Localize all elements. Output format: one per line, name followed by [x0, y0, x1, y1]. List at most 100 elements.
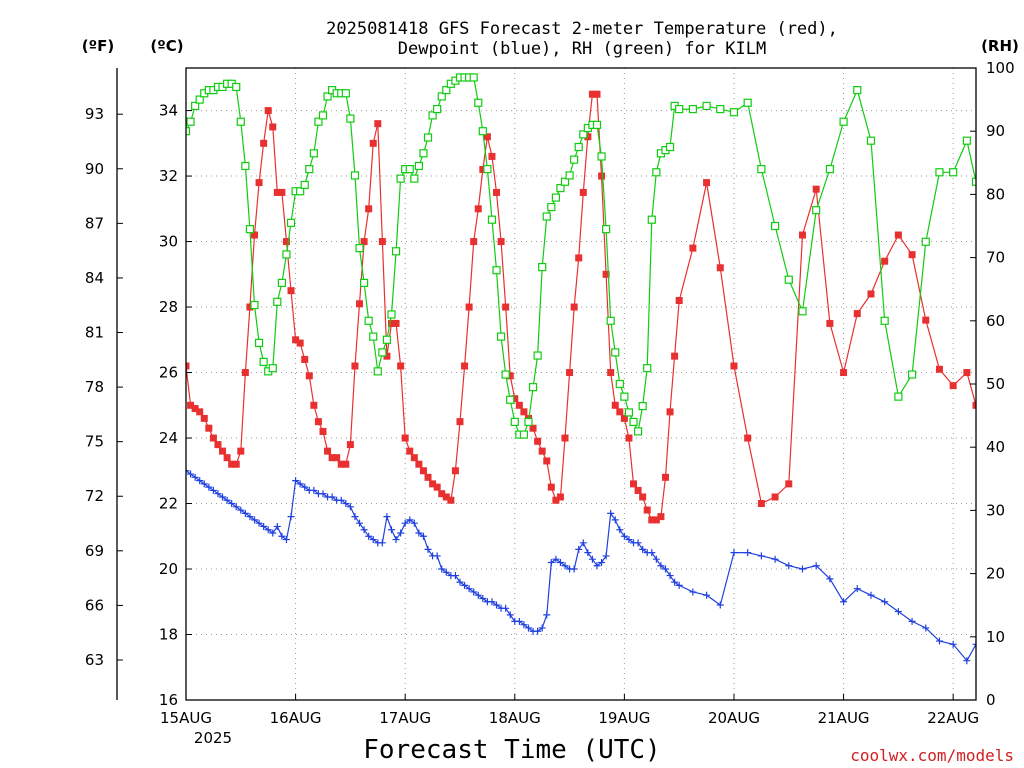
data-point — [451, 572, 459, 580]
data-point — [853, 86, 862, 95]
data-point — [506, 611, 514, 619]
data-point — [840, 369, 848, 377]
data-point — [451, 467, 459, 475]
data-point — [606, 316, 615, 325]
data-point — [771, 555, 779, 563]
data-point — [442, 568, 450, 576]
data-point — [643, 506, 651, 514]
data-point — [616, 408, 624, 416]
data-point — [921, 237, 930, 246]
fahrenheit-tick-label: 72 — [85, 487, 104, 505]
data-point — [602, 225, 611, 234]
data-point — [561, 562, 569, 570]
data-point — [560, 177, 570, 186]
x-tick-label: 18AUG — [489, 709, 541, 727]
data-point — [419, 149, 428, 158]
chart-title-line2: Dewpoint (blue), RH (green) for KILM — [398, 39, 766, 59]
data-point — [337, 460, 345, 468]
data-point — [972, 401, 976, 409]
data-point — [639, 493, 647, 501]
fahrenheit-unit-label: (ºF) — [82, 37, 114, 55]
data-point — [703, 591, 711, 599]
data-point — [365, 532, 373, 540]
data-point — [757, 165, 766, 174]
data-point — [415, 529, 423, 537]
data-point — [502, 604, 510, 612]
data-point — [428, 111, 437, 120]
data-point — [246, 303, 254, 311]
data-point — [254, 338, 264, 348]
data-point — [657, 513, 665, 521]
rh-unit-label: (RH) — [981, 37, 1019, 55]
data-point — [319, 427, 327, 435]
data-point — [296, 480, 304, 488]
data-point — [419, 467, 427, 475]
data-point — [378, 238, 386, 246]
data-point — [474, 98, 483, 107]
data-point — [301, 483, 309, 491]
data-point — [314, 117, 323, 126]
data-point — [771, 493, 779, 501]
data-point — [881, 598, 889, 606]
data-point — [209, 486, 217, 494]
data-point — [785, 562, 793, 570]
data-point — [474, 591, 482, 599]
data-point — [853, 585, 861, 593]
rh-tick-label: 40 — [986, 438, 1005, 456]
data-point — [232, 503, 240, 511]
data-point — [310, 486, 318, 494]
data-point — [487, 215, 497, 224]
data-point — [250, 231, 258, 239]
data-point — [401, 519, 409, 527]
data-point — [346, 114, 355, 123]
data-point — [597, 152, 606, 161]
data-point — [342, 460, 350, 468]
data-point — [483, 133, 491, 141]
celsius-tick-label: 30 — [159, 233, 178, 251]
data-point — [633, 427, 643, 436]
data-point — [648, 516, 656, 524]
data-point — [260, 139, 268, 147]
data-point — [447, 496, 455, 504]
data-point — [607, 369, 615, 377]
data-point — [328, 454, 336, 462]
data-point — [296, 187, 305, 196]
data-point — [196, 477, 204, 485]
data-point — [743, 98, 752, 107]
data-point — [424, 473, 432, 481]
data-point — [825, 165, 834, 174]
data-point — [273, 297, 282, 306]
data-point — [880, 316, 889, 325]
data-point — [392, 319, 400, 327]
rh-tick-label: 70 — [986, 249, 1005, 267]
data-point — [552, 555, 560, 563]
fahrenheit-tick-label: 81 — [85, 324, 104, 342]
celsius-tick-label: 26 — [159, 364, 178, 382]
data-point — [570, 565, 578, 573]
data-point — [397, 529, 405, 537]
data-point — [287, 513, 295, 521]
data-point — [575, 254, 583, 262]
gridlines — [185, 68, 976, 700]
data-point — [593, 90, 601, 98]
data-point — [565, 171, 574, 180]
data-point — [173, 134, 180, 141]
data-point — [579, 188, 587, 196]
data-point — [355, 244, 364, 253]
chart-title-line1: 2025081418 GFS Forecast 2-meter Temperat… — [326, 19, 838, 39]
data-point — [867, 591, 875, 599]
x-tick-label: 19AUG — [598, 709, 650, 727]
data-point — [665, 142, 675, 152]
data-point — [205, 424, 213, 432]
data-point — [840, 598, 848, 606]
data-point — [310, 401, 318, 409]
data-point — [716, 104, 725, 114]
data-point — [470, 238, 478, 246]
data-point — [387, 319, 395, 327]
celsius-tick-label: 22 — [159, 495, 178, 513]
data-point — [620, 414, 628, 422]
data-point — [515, 401, 523, 409]
data-point — [214, 441, 222, 449]
x-tick-label: 15AUG — [160, 709, 212, 727]
data-point — [365, 205, 373, 213]
